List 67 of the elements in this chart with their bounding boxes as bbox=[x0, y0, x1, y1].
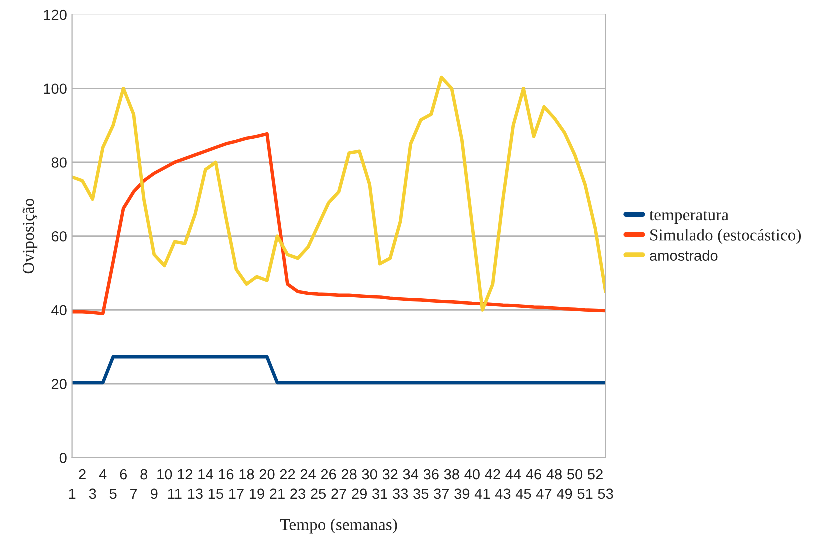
x-tick-label: 37 bbox=[434, 488, 450, 500]
line-series bbox=[72, 132, 606, 316]
x-tick-label: 21 bbox=[270, 488, 285, 499]
x-tick-label: 43 bbox=[495, 488, 511, 500]
x-axis-title: Tempo (semanas) bbox=[280, 518, 398, 534]
x-tick-label: 42 bbox=[485, 469, 500, 480]
x-tick-label: 25 bbox=[311, 488, 326, 500]
x-tick-label: 9 bbox=[151, 488, 158, 500]
y-tick-label: 0 bbox=[60, 452, 67, 464]
x-tick-label: 18 bbox=[240, 469, 254, 480]
x-tick-label: 51 bbox=[578, 488, 593, 500]
x-tick-label: 8 bbox=[140, 469, 148, 480]
x-tick-label: 31 bbox=[372, 488, 388, 500]
legend-label: Simulado (estocástico) bbox=[650, 229, 802, 244]
x-tick-label: 4 bbox=[99, 470, 107, 480]
x-tick-label: 11 bbox=[168, 488, 182, 499]
x-tick-label: 24 bbox=[300, 469, 316, 480]
x-tick-label: 27 bbox=[332, 488, 346, 499]
x-tick-label: 41 bbox=[474, 488, 490, 499]
y-tick-label: 20 bbox=[52, 379, 67, 390]
x-tick-label: 14 bbox=[198, 470, 214, 480]
y-axis-title: Oviposição bbox=[22, 199, 38, 274]
line-series bbox=[72, 76, 606, 312]
x-tick-label: 30 bbox=[362, 469, 378, 480]
x-tick-label: 15 bbox=[208, 488, 224, 500]
x-tick-label: 50 bbox=[567, 469, 583, 480]
y-tick-label: 100 bbox=[44, 84, 67, 94]
x-tick-label: 44 bbox=[506, 470, 522, 480]
x-tick-label: 13 bbox=[188, 488, 203, 500]
x-tick-label: 45 bbox=[516, 488, 532, 500]
x-tick-label: 26 bbox=[321, 469, 336, 480]
x-tick-label: 5 bbox=[110, 488, 117, 500]
x-tick-label: 52 bbox=[588, 469, 603, 480]
x-tick-label: 2 bbox=[79, 469, 86, 480]
y-tick-label: 120 bbox=[44, 10, 67, 20]
x-tick-label: 23 bbox=[290, 488, 306, 500]
y-tick-label: 40 bbox=[52, 305, 67, 316]
x-tick-label: 22 bbox=[280, 469, 296, 480]
x-tick-label: 10 bbox=[158, 469, 172, 480]
x-tick-label: 38 bbox=[444, 469, 460, 480]
legend-label: temperatura bbox=[650, 211, 729, 224]
x-tick-label: 7 bbox=[130, 488, 138, 499]
y-tick-label: 80 bbox=[52, 158, 67, 168]
x-tick-label: 33 bbox=[393, 488, 408, 500]
x-tick-label: 53 bbox=[598, 488, 614, 500]
x-tick-label: 17 bbox=[229, 488, 244, 499]
x-tick-label: 19 bbox=[250, 488, 264, 500]
x-tick-label: 34 bbox=[403, 469, 419, 480]
x-tick-label: 46 bbox=[526, 469, 542, 480]
x-tick-label: 49 bbox=[556, 488, 572, 500]
x-tick-label: 28 bbox=[342, 469, 357, 480]
legend-label: amostrado bbox=[650, 250, 718, 262]
x-tick-label: 12 bbox=[178, 469, 193, 480]
x-tick-label: 48 bbox=[546, 469, 562, 480]
x-tick-label: 29 bbox=[352, 488, 367, 500]
x-tick-label: 16 bbox=[219, 469, 234, 480]
y-tick-label: 60 bbox=[52, 231, 67, 242]
x-tick-label: 3 bbox=[89, 488, 96, 500]
x-tick-label: 1 bbox=[69, 488, 76, 499]
x-tick-label: 32 bbox=[382, 469, 398, 480]
x-tick-label: 40 bbox=[464, 469, 480, 480]
x-tick-label: 6 bbox=[120, 469, 128, 480]
x-tick-label: 20 bbox=[260, 469, 275, 480]
x-tick-label: 36 bbox=[424, 469, 439, 480]
x-tick-label: 47 bbox=[536, 488, 552, 499]
x-tick-label: 35 bbox=[414, 488, 429, 500]
x-tick-label: 39 bbox=[454, 488, 470, 500]
